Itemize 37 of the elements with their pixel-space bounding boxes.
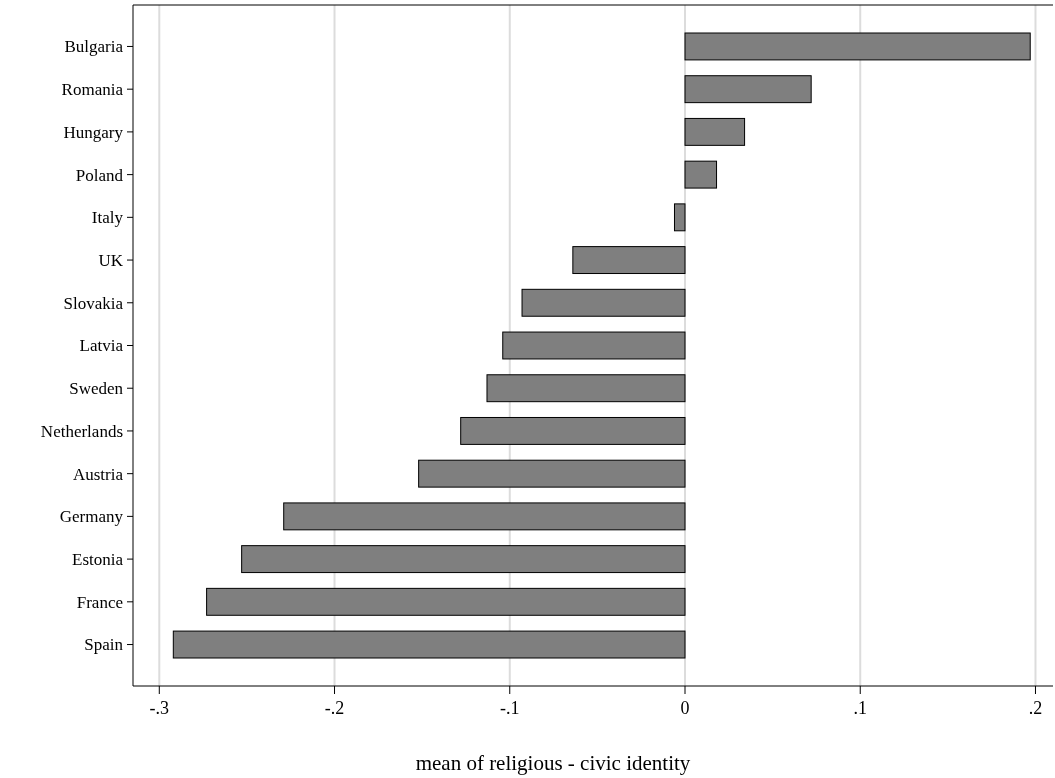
y-tick-label: Poland — [75, 165, 124, 185]
bar — [684, 117, 746, 146]
bar — [241, 545, 686, 574]
bar — [172, 630, 686, 659]
bar — [502, 331, 686, 360]
y-tick-label: Netherlands — [40, 421, 123, 441]
x-tick-label: .1 — [853, 698, 867, 718]
y-tick-label: Hungary — [63, 122, 124, 142]
y-tick-label: Italy — [91, 208, 124, 228]
bar — [684, 160, 718, 189]
bar — [418, 459, 686, 488]
bar — [572, 246, 686, 275]
y-tick-label: Spain — [84, 635, 124, 655]
bar — [206, 587, 686, 616]
y-tick-label: France — [76, 592, 123, 612]
y-tick-label: UK — [98, 251, 124, 271]
y-tick-label: Sweden — [69, 379, 124, 399]
y-tick-label: Bulgaria — [64, 37, 124, 57]
bar — [521, 288, 686, 317]
x-tick-label: -.1 — [500, 698, 520, 718]
y-tick-label: Austria — [72, 464, 124, 484]
x-axis-title: mean of religious - civic identity — [415, 751, 691, 775]
y-tick-label: Germany — [59, 507, 124, 527]
y-tick-label: Estonia — [72, 550, 124, 570]
bar — [486, 374, 686, 403]
bar — [460, 416, 686, 445]
y-tick-label: Slovakia — [63, 293, 124, 313]
bar — [684, 32, 1031, 61]
x-tick-label: -.3 — [149, 698, 170, 718]
bar — [673, 203, 686, 232]
x-tick-label: -.2 — [324, 698, 345, 718]
x-tick-label: 0 — [680, 698, 690, 718]
x-tick-label: .2 — [1028, 698, 1043, 718]
bar — [684, 75, 812, 104]
bar — [283, 502, 686, 531]
y-tick-label: Latvia — [79, 336, 124, 356]
y-tick-label: Romania — [61, 80, 124, 100]
